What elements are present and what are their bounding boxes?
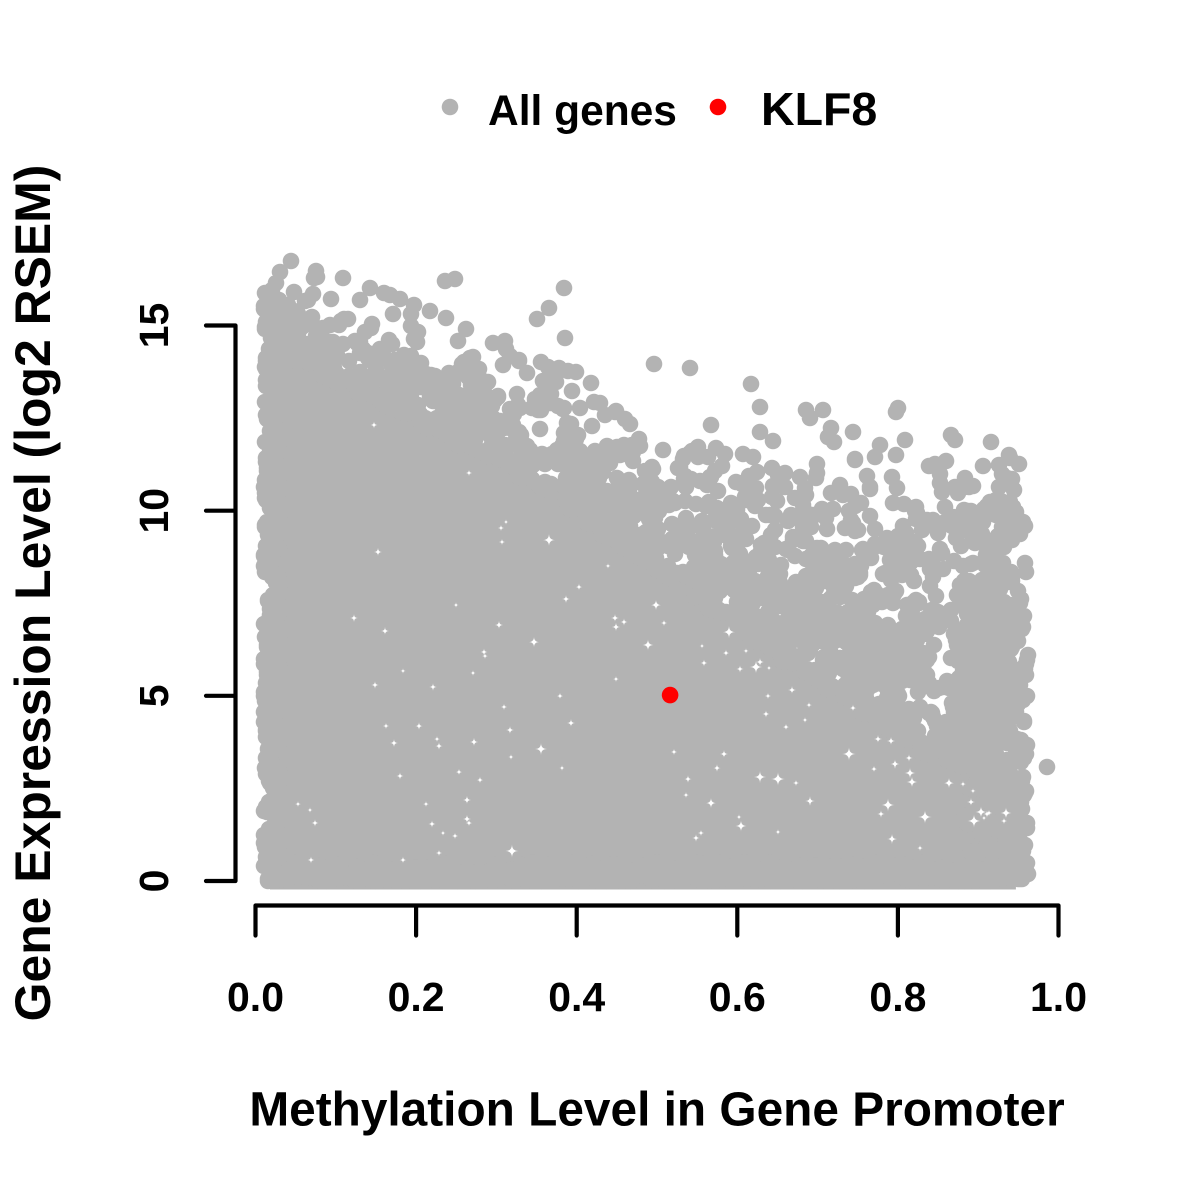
svg-text:0.4: 0.4 [548,974,605,1020]
svg-text:15: 15 [131,303,177,349]
svg-text:0.8: 0.8 [869,974,926,1020]
svg-text:5: 5 [131,684,177,707]
svg-text:0.0: 0.0 [227,974,284,1020]
svg-text:Methylation Level in Gene Prom: Methylation Level in Gene Promoter [249,1084,1064,1137]
svg-text:KLF8: KLF8 [761,83,877,135]
svg-text:All genes: All genes [488,88,677,135]
svg-text:Gene Expression Level (log2 RS: Gene Expression Level (log2 RSEM) [5,165,61,1022]
svg-text:1.0: 1.0 [1030,974,1087,1020]
svg-text:0.2: 0.2 [388,974,445,1020]
svg-text:10: 10 [131,488,177,534]
svg-text:0: 0 [131,870,177,893]
svg-text:0.6: 0.6 [709,974,766,1020]
